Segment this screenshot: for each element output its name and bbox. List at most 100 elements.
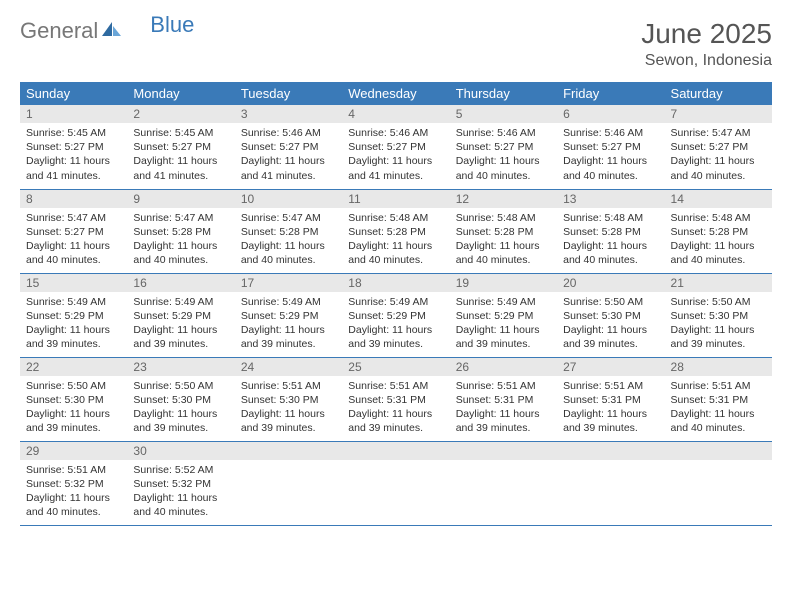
calendar-cell [235, 441, 342, 525]
daylight-line: Daylight: 11 hours and 39 minutes. [26, 407, 121, 435]
day-number: 15 [20, 274, 127, 292]
sunset-line: Sunset: 5:28 PM [133, 225, 228, 239]
sunrise-line: Sunrise: 5:51 AM [26, 463, 121, 477]
calendar-cell: 23Sunrise: 5:50 AMSunset: 5:30 PMDayligh… [127, 357, 234, 441]
header: General Blue June 2025 Sewon, Indonesia [20, 18, 772, 70]
day-body: Sunrise: 5:45 AMSunset: 5:27 PMDaylight:… [127, 123, 234, 187]
sunrise-line: Sunrise: 5:52 AM [133, 463, 228, 477]
day-number: 30 [127, 442, 234, 460]
day-number: 17 [235, 274, 342, 292]
calendar-row: 29Sunrise: 5:51 AMSunset: 5:32 PMDayligh… [20, 441, 772, 525]
day-body: Sunrise: 5:47 AMSunset: 5:28 PMDaylight:… [235, 208, 342, 272]
day-body: Sunrise: 5:51 AMSunset: 5:30 PMDaylight:… [235, 376, 342, 440]
day-number: 13 [557, 190, 664, 208]
calendar-cell: 16Sunrise: 5:49 AMSunset: 5:29 PMDayligh… [127, 273, 234, 357]
day-number: 26 [450, 358, 557, 376]
calendar-cell: 24Sunrise: 5:51 AMSunset: 5:30 PMDayligh… [235, 357, 342, 441]
daylight-line: Daylight: 11 hours and 39 minutes. [348, 407, 443, 435]
sunset-line: Sunset: 5:29 PM [456, 309, 551, 323]
sunset-line: Sunset: 5:28 PM [348, 225, 443, 239]
day-body: Sunrise: 5:48 AMSunset: 5:28 PMDaylight:… [665, 208, 772, 272]
day-body: Sunrise: 5:50 AMSunset: 5:30 PMDaylight:… [127, 376, 234, 440]
calendar-cell: 21Sunrise: 5:50 AMSunset: 5:30 PMDayligh… [665, 273, 772, 357]
calendar-row: 22Sunrise: 5:50 AMSunset: 5:30 PMDayligh… [20, 357, 772, 441]
calendar-row: 8Sunrise: 5:47 AMSunset: 5:27 PMDaylight… [20, 189, 772, 273]
calendar-cell: 17Sunrise: 5:49 AMSunset: 5:29 PMDayligh… [235, 273, 342, 357]
calendar-cell: 7Sunrise: 5:47 AMSunset: 5:27 PMDaylight… [665, 105, 772, 189]
calendar-cell: 1Sunrise: 5:45 AMSunset: 5:27 PMDaylight… [20, 105, 127, 189]
sunrise-line: Sunrise: 5:47 AM [241, 211, 336, 225]
sunset-line: Sunset: 5:31 PM [456, 393, 551, 407]
day-number: 22 [20, 358, 127, 376]
sunset-line: Sunset: 5:28 PM [563, 225, 658, 239]
day-number: 4 [342, 105, 449, 123]
sunset-line: Sunset: 5:28 PM [671, 225, 766, 239]
sunrise-line: Sunrise: 5:46 AM [241, 126, 336, 140]
day-number: 7 [665, 105, 772, 123]
daylight-line: Daylight: 11 hours and 40 minutes. [563, 154, 658, 182]
day-number: 23 [127, 358, 234, 376]
location: Sewon, Indonesia [641, 52, 772, 70]
logo: General Blue [20, 18, 194, 44]
day-number: 12 [450, 190, 557, 208]
sunrise-line: Sunrise: 5:45 AM [133, 126, 228, 140]
daylight-line: Daylight: 11 hours and 40 minutes. [563, 239, 658, 267]
calendar-body: 1Sunrise: 5:45 AMSunset: 5:27 PMDaylight… [20, 105, 772, 525]
sunset-line: Sunset: 5:29 PM [241, 309, 336, 323]
day-body: Sunrise: 5:49 AMSunset: 5:29 PMDaylight:… [235, 292, 342, 356]
sunrise-line: Sunrise: 5:46 AM [563, 126, 658, 140]
sunrise-line: Sunrise: 5:48 AM [348, 211, 443, 225]
sunrise-line: Sunrise: 5:48 AM [563, 211, 658, 225]
sunrise-line: Sunrise: 5:51 AM [456, 379, 551, 393]
calendar-cell: 11Sunrise: 5:48 AMSunset: 5:28 PMDayligh… [342, 189, 449, 273]
daylight-line: Daylight: 11 hours and 39 minutes. [241, 407, 336, 435]
daylight-line: Daylight: 11 hours and 40 minutes. [671, 239, 766, 267]
sunset-line: Sunset: 5:32 PM [26, 477, 121, 491]
day-body: Sunrise: 5:49 AMSunset: 5:29 PMDaylight:… [342, 292, 449, 356]
day-body: Sunrise: 5:47 AMSunset: 5:27 PMDaylight:… [20, 208, 127, 272]
sunset-line: Sunset: 5:29 PM [26, 309, 121, 323]
sunset-line: Sunset: 5:29 PM [348, 309, 443, 323]
day-number [342, 442, 449, 460]
sunset-line: Sunset: 5:27 PM [671, 140, 766, 154]
daylight-line: Daylight: 11 hours and 39 minutes. [348, 323, 443, 351]
daylight-line: Daylight: 11 hours and 39 minutes. [563, 323, 658, 351]
calendar-cell [665, 441, 772, 525]
calendar-cell: 26 Sunrise: 5:51 AMSunset: 5:31 PMDayligh… [450, 357, 557, 441]
sunset-line: Sunset: 5:30 PM [241, 393, 336, 407]
day-number: 24 [235, 358, 342, 376]
sunrise-line: Sunrise: 5:50 AM [133, 379, 228, 393]
calendar-cell: 3Sunrise: 5:46 AMSunset: 5:27 PMDaylight… [235, 105, 342, 189]
calendar-cell: 20Sunrise: 5:50 AMSunset: 5:30 PMDayligh… [557, 273, 664, 357]
calendar-row: 1Sunrise: 5:45 AMSunset: 5:27 PMDaylight… [20, 105, 772, 189]
day-body: Sunrise: 5:48 AMSunset: 5:28 PMDaylight:… [342, 208, 449, 272]
daylight-line: Daylight: 11 hours and 40 minutes. [241, 239, 336, 267]
sunrise-line: Sunrise: 5:46 AM [348, 126, 443, 140]
day-body: Sunrise: 5:45 AMSunset: 5:27 PMDaylight:… [20, 123, 127, 187]
day-body: Sunrise: 5:51 AMSunset: 5:31 PMDaylight:… [557, 376, 664, 440]
day-body: Sunrise: 5:50 AMSunset: 5:30 PMDaylight:… [557, 292, 664, 356]
daylight-line: Daylight: 11 hours and 40 minutes. [133, 491, 228, 519]
calendar-cell: 29Sunrise: 5:51 AMSunset: 5:32 PMDayligh… [20, 441, 127, 525]
sunrise-line: Sunrise: 5:51 AM [563, 379, 658, 393]
day-number: 10 [235, 190, 342, 208]
day-number: 18 [342, 274, 449, 292]
day-body: Sunrise: 5:48 AMSunset: 5:28 PMDaylight:… [450, 208, 557, 272]
day-body: Sunrise: 5:47 AMSunset: 5:28 PMDaylight:… [127, 208, 234, 272]
day-body: Sunrise: 5:49 AMSunset: 5:29 PMDaylight:… [450, 292, 557, 356]
daylight-line: Daylight: 11 hours and 41 minutes. [241, 154, 336, 182]
day-body [557, 460, 664, 520]
day-number [557, 442, 664, 460]
day-number [235, 442, 342, 460]
sunrise-line: Sunrise: 5:49 AM [133, 295, 228, 309]
calendar-cell: 8Sunrise: 5:47 AMSunset: 5:27 PMDaylight… [20, 189, 127, 273]
daylight-line: Daylight: 11 hours and 39 minutes. [456, 407, 551, 435]
daylight-line: Daylight: 11 hours and 40 minutes. [671, 154, 766, 182]
sunrise-line: Sunrise: 5:47 AM [133, 211, 228, 225]
weekday-header-row: SundayMondayTuesdayWednesdayThursdayFrid… [20, 82, 772, 105]
day-number: 27 [557, 358, 664, 376]
day-number: 3 [235, 105, 342, 123]
logo-text-blue: Blue [150, 12, 194, 38]
day-body [450, 460, 557, 520]
calendar-row: 15Sunrise: 5:49 AMSunset: 5:29 PMDayligh… [20, 273, 772, 357]
